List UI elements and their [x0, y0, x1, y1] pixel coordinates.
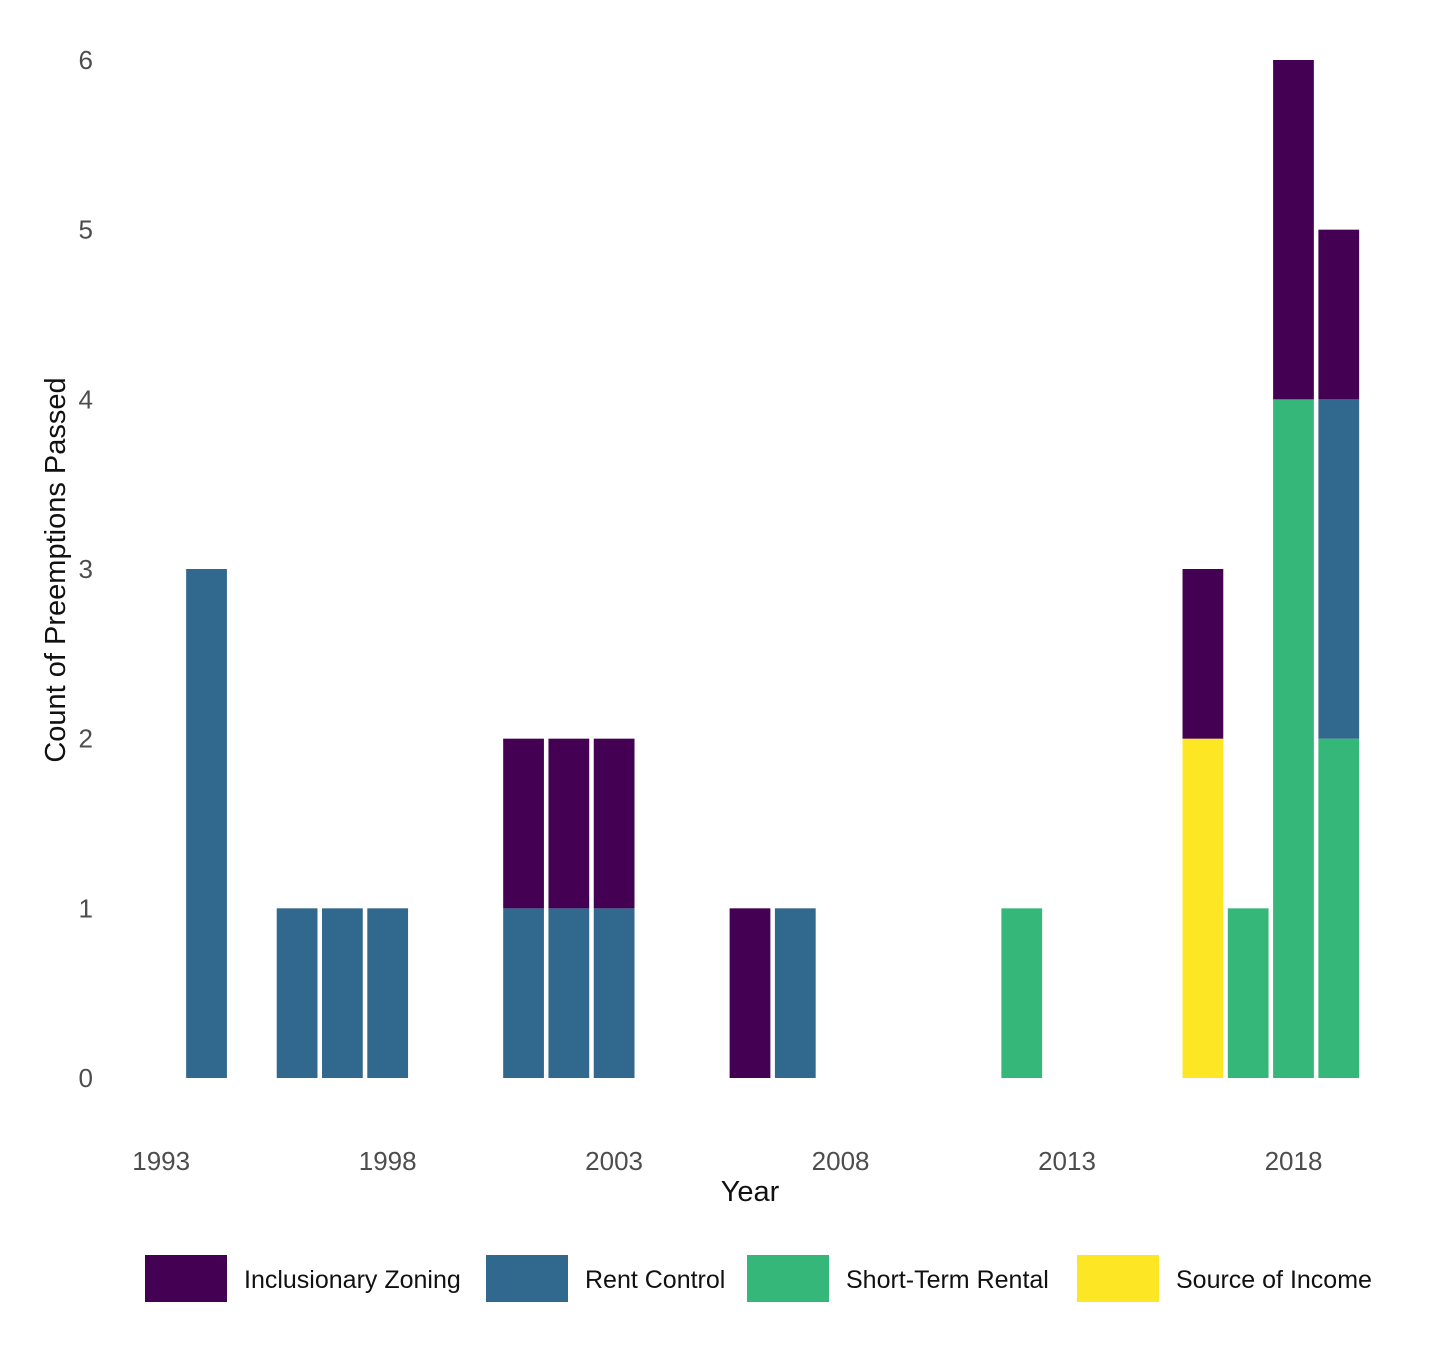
- y-tick-label: 3: [79, 554, 93, 584]
- bar-2019-short-term-rental: [1318, 738, 1360, 1078]
- bar-2003-inclusionary-zoning: [593, 738, 635, 909]
- x-tick-label: 2003: [585, 1146, 643, 1176]
- x-axis-ticks: 1993 1998 2003 2008 2013 2018: [132, 1146, 1322, 1176]
- legend-key-source-of-income: [1077, 1255, 1159, 1302]
- y-axis-title: Count of Preemptions Passed: [40, 377, 72, 762]
- legend-label: Source of Income: [1176, 1266, 1372, 1294]
- bar-2001-inclusionary-zoning: [503, 738, 544, 909]
- bar-2006-inclusionary-zoning: [729, 908, 771, 1078]
- bar-2001-rent-control: [503, 908, 544, 1078]
- bar-2019-rent-control: [1318, 399, 1360, 739]
- bar-2016-inclusionary-zoning: [1182, 569, 1224, 739]
- legend-label: Short-Term Rental: [846, 1266, 1049, 1294]
- y-tick-label: 5: [79, 215, 93, 245]
- bar-2002-inclusionary-zoning: [548, 738, 590, 909]
- bars-layer: [186, 60, 1360, 1079]
- y-tick-label: 6: [79, 45, 93, 75]
- y-tick-label: 2: [79, 724, 93, 754]
- x-tick-label: 2013: [1038, 1146, 1096, 1176]
- bar-2002-rent-control: [548, 908, 590, 1078]
- bar-2003-rent-control: [593, 908, 635, 1078]
- y-axis-ticks: 0 1 2 3 4 5 6: [79, 45, 93, 1093]
- legend-label: Rent Control: [585, 1266, 725, 1294]
- y-tick-label: 0: [79, 1063, 93, 1093]
- y-tick-label: 4: [79, 384, 93, 414]
- bar-2018-short-term-rental: [1273, 399, 1314, 1079]
- legend-key-short-term-rental: [747, 1255, 829, 1302]
- bar-1997-rent-control: [322, 908, 363, 1078]
- bar-2016-source-of-income: [1182, 738, 1224, 1078]
- bar-1996-rent-control: [276, 908, 318, 1078]
- bar-2012-short-term-rental: [1001, 908, 1043, 1078]
- x-tick-label: 2008: [812, 1146, 870, 1176]
- legend-key-rent-control: [486, 1255, 568, 1302]
- bar-1998-rent-control: [367, 908, 409, 1078]
- bar-1994-rent-control: [186, 569, 227, 1078]
- bar-2017-short-term-rental: [1227, 908, 1269, 1078]
- x-tick-label: 1993: [132, 1146, 190, 1176]
- bar-2018-inclusionary-zoning: [1273, 60, 1314, 400]
- x-tick-label: 1998: [359, 1146, 417, 1176]
- y-tick-label: 1: [79, 893, 93, 923]
- legend-key-inclusionary-zoning: [145, 1255, 227, 1302]
- legend-label: Inclusionary Zoning: [244, 1266, 461, 1294]
- bar-2007-rent-control: [774, 908, 816, 1078]
- x-axis-title: Year: [721, 1176, 780, 1208]
- x-tick-label: 2018: [1265, 1146, 1323, 1176]
- bar-2019-inclusionary-zoning: [1318, 229, 1360, 400]
- legend: Inclusionary Zoning Rent Control Short-Ter…: [145, 1255, 1372, 1302]
